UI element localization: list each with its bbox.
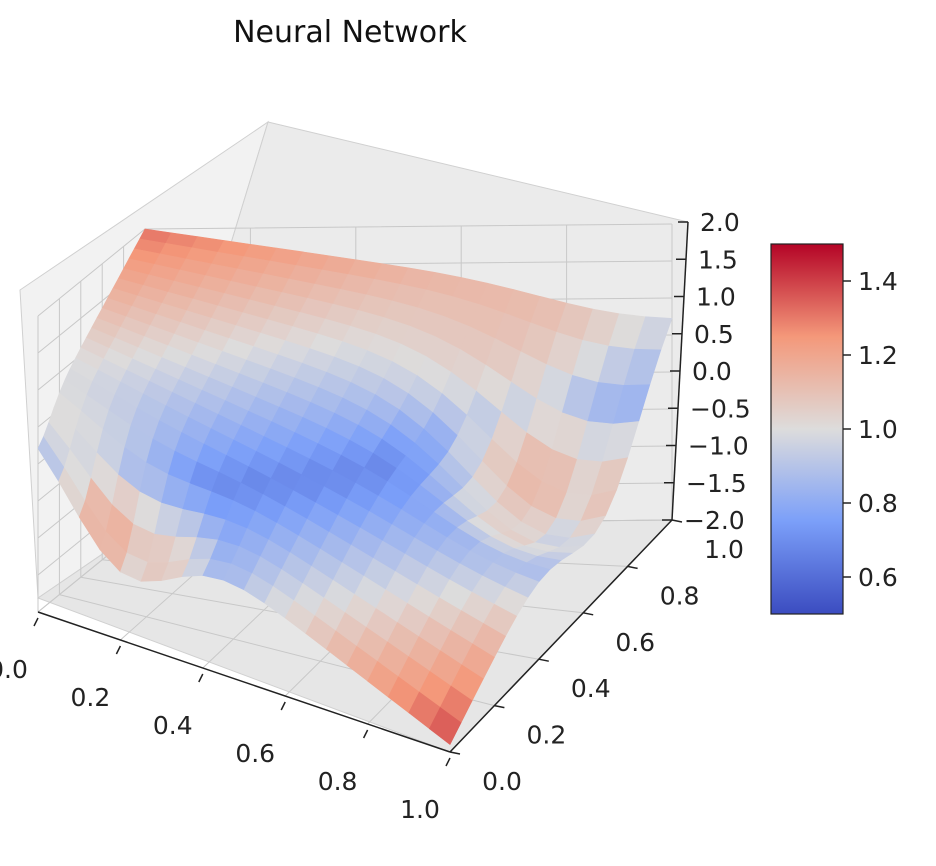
y-tick-mark (627, 565, 638, 570)
surface-mesh (37, 228, 673, 746)
colorbar-tick-label: 0.6 (858, 563, 898, 592)
chart-title: Neural Network (233, 15, 467, 50)
y-tick-mark (583, 612, 594, 616)
y-tick-mark (538, 658, 549, 662)
z-axis-ticks: −2.0 −1.5 −1.0 −0.5 0.0 0.5 1.0 1.5 2.0 (662, 208, 751, 535)
z-tick-label: −1.5 (686, 469, 747, 498)
x-tick-label: 0.8 (318, 767, 358, 796)
x-tick-mark (115, 645, 122, 655)
y-tick-mark (671, 519, 683, 523)
z-tick-label: −0.5 (690, 394, 751, 423)
y-axis-ticks: 0.00.20.40.60.81.0 (449, 519, 744, 796)
z-tick-label: −2.0 (684, 506, 745, 535)
surface-facet (429, 706, 462, 746)
x-tick-mark (280, 701, 286, 711)
z-tick-label: 1.5 (698, 245, 738, 274)
y-tick-label: 0.8 (660, 581, 700, 610)
x-tick-mark (362, 729, 369, 739)
colorbar-tick-label: 1.0 (858, 415, 898, 444)
x-tick-label: 0.6 (235, 739, 275, 768)
colorbar-tick-label: 0.8 (858, 489, 898, 518)
x-tick-label: 0.2 (71, 683, 111, 712)
z-tick-label: 0.0 (692, 357, 732, 386)
x-tick-mark (33, 617, 39, 627)
y-tick-mark (449, 751, 461, 755)
x-axis-ticks: 0.0 0.2 0.4 0.6 0.8 1.0 (0, 617, 451, 824)
y-tick-label: 0.0 (482, 767, 522, 796)
colorbar-tick-label: 1.4 (858, 267, 898, 296)
y-tick-label: 1.0 (704, 535, 744, 564)
y-tick-label: 0.6 (615, 628, 655, 657)
x-tick-label: 1.0 (400, 795, 440, 824)
y-tick-label: 0.4 (571, 674, 611, 703)
colorbar-tick-label: 1.2 (858, 341, 898, 370)
z-tick-label: 0.5 (694, 320, 734, 349)
x-axis-line (37, 611, 451, 753)
z-tick-label: 1.0 (696, 283, 736, 312)
x-tick-mark (445, 757, 451, 767)
z-tick-label: 2.0 (700, 208, 740, 237)
z-tick-label: −1.0 (688, 432, 749, 461)
x-tick-label: 0.4 (153, 711, 193, 740)
y-tick-mark (494, 704, 505, 709)
colorbar-ticks: 0.6 0.8 1.0 1.2 1.4 (843, 267, 898, 592)
x-tick-label: 0.0 (0, 655, 28, 684)
x-tick-mark (198, 673, 204, 683)
y-axis-line (449, 519, 673, 753)
colorbar (770, 243, 844, 615)
y-tick-label: 0.2 (527, 721, 567, 750)
